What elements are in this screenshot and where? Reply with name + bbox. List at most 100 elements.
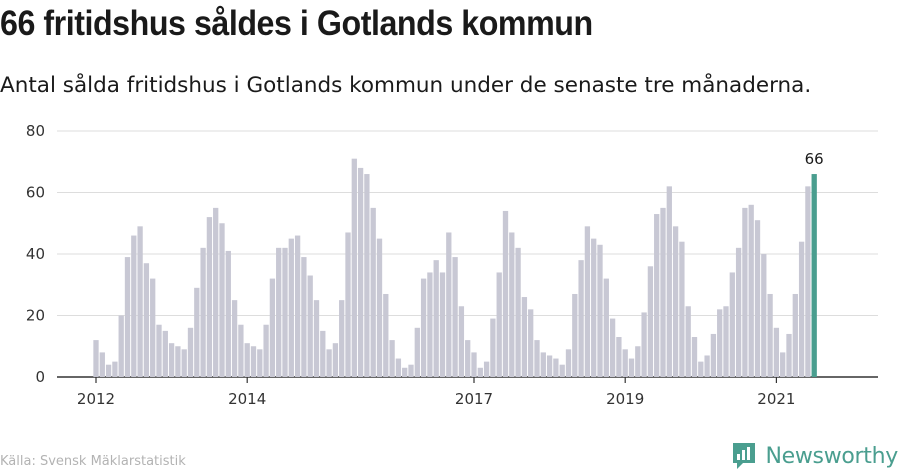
- bar: [786, 333, 792, 377]
- bar: [603, 278, 609, 377]
- bar: [572, 293, 578, 377]
- bar: [168, 343, 175, 377]
- bar: [118, 315, 124, 377]
- axis-labels: 0 20 40 60 80 66 2012 2014 2017 2019 2021: [26, 122, 824, 408]
- bar: [408, 364, 414, 377]
- bar: [225, 250, 231, 377]
- bar: [622, 349, 628, 377]
- bar: [660, 207, 666, 378]
- bar: [477, 367, 483, 377]
- bar: [754, 220, 761, 377]
- bar: [546, 355, 553, 377]
- bar: [370, 207, 376, 378]
- bar: [710, 333, 717, 377]
- bar: [458, 306, 465, 377]
- bar: [534, 340, 540, 377]
- bar: [99, 352, 105, 377]
- bar: [597, 244, 603, 377]
- bar: [332, 343, 339, 377]
- bar: [439, 272, 446, 377]
- bar: [143, 263, 150, 377]
- bar: [364, 174, 370, 377]
- bar: [213, 207, 219, 378]
- bar: [339, 300, 345, 378]
- y-tick-label: 40: [26, 245, 45, 263]
- bar: [162, 330, 168, 378]
- bar: [767, 293, 773, 377]
- bar: [666, 186, 672, 377]
- bar: [553, 358, 559, 377]
- bar: [294, 235, 301, 377]
- bar: [792, 293, 798, 377]
- bar: [313, 300, 320, 378]
- bar: [616, 337, 622, 377]
- bar: [263, 324, 269, 377]
- bar: [540, 352, 546, 377]
- bar: [175, 346, 181, 377]
- bar: [124, 257, 131, 377]
- bar: [320, 330, 326, 378]
- bar: [528, 309, 534, 377]
- bar: [326, 349, 332, 377]
- bar: [181, 349, 187, 377]
- y-tick-label: 80: [26, 122, 45, 140]
- bar: [521, 297, 528, 377]
- bar: [717, 309, 723, 377]
- bar: [502, 210, 509, 377]
- bar: [219, 223, 225, 377]
- bar: [483, 361, 490, 378]
- bar: [238, 324, 244, 377]
- bar: [206, 217, 213, 377]
- bar: [748, 204, 754, 377]
- bar: [288, 238, 294, 378]
- bar: [729, 272, 735, 377]
- x-tick-label: 2019: [606, 390, 644, 408]
- bar: [357, 167, 364, 377]
- bar: [137, 226, 143, 377]
- bar: [698, 361, 704, 378]
- bar: [276, 247, 282, 377]
- bar: [131, 235, 137, 377]
- brand[interactable]: Newsworthy: [731, 441, 898, 471]
- bar: [301, 257, 307, 377]
- y-tick-label: 20: [26, 307, 45, 325]
- bar: [496, 272, 502, 377]
- x-tick-label: 2012: [77, 390, 115, 408]
- bar: [773, 327, 780, 377]
- bar: [465, 340, 471, 377]
- bar: [420, 278, 427, 377]
- bar-chart: 0 20 40 60 80 66 2012 2014 2017 2019 2021: [26, 122, 878, 408]
- x-tick-label: 2021: [757, 390, 795, 408]
- bar: [471, 352, 477, 377]
- bar: [490, 318, 496, 377]
- bar: [723, 306, 729, 377]
- bar: [559, 364, 565, 377]
- bar: [446, 232, 452, 377]
- bar: [414, 327, 420, 377]
- bar: [628, 358, 635, 377]
- bar: [609, 318, 616, 377]
- bar: [93, 340, 99, 377]
- bar: [591, 238, 597, 378]
- y-tick-label: 0: [35, 368, 45, 386]
- bar: [641, 312, 647, 377]
- bar: [383, 293, 389, 377]
- x-tick-label: 2017: [455, 390, 493, 408]
- bar: [635, 346, 641, 377]
- bar: [515, 247, 521, 377]
- bar: [427, 272, 433, 377]
- bar: [105, 364, 112, 377]
- bar: [742, 207, 748, 378]
- bar: [780, 352, 786, 377]
- bar: [351, 158, 357, 377]
- bar: [647, 266, 654, 377]
- bar: [231, 300, 238, 378]
- page-subtitle: Antal sålda fritidshus i Gotlands kommun…: [0, 73, 812, 98]
- bar: [565, 349, 572, 377]
- page-title: 66 fritidshus såldes i Gotlands kommun: [0, 4, 593, 43]
- bar: [761, 254, 767, 377]
- bar: [798, 241, 805, 377]
- bar: [389, 340, 395, 377]
- bar: [112, 361, 118, 378]
- bar: [395, 358, 402, 377]
